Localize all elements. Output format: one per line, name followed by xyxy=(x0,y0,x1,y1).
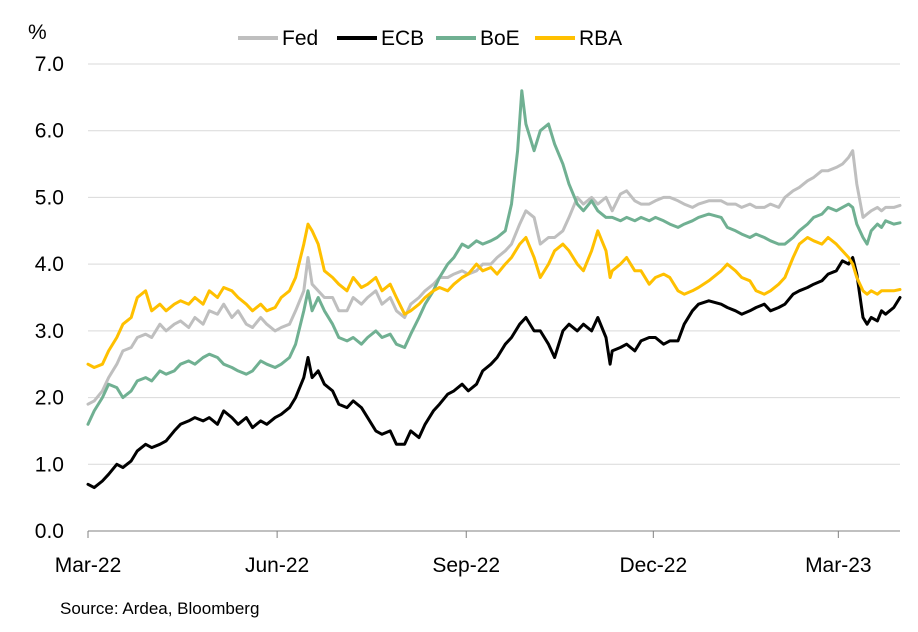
x-axis-ticks xyxy=(87,531,839,538)
series-line-boe xyxy=(86,89,902,426)
y-tick-label: 6.0 xyxy=(35,120,64,143)
y-axis-unit-label: % xyxy=(28,21,47,44)
y-tick-label: 0.0 xyxy=(35,520,64,543)
series-line-rba xyxy=(86,222,902,369)
y-tick-label: 7.0 xyxy=(35,53,64,76)
legend-label-rba: RBA xyxy=(579,27,622,50)
y-tick-label: 2.0 xyxy=(35,387,64,410)
gridlines xyxy=(88,63,900,465)
legend-label-ecb: ECB xyxy=(381,27,424,50)
y-tick-label: 4.0 xyxy=(35,253,64,276)
y-tick-label: 5.0 xyxy=(35,186,64,209)
series-line-ecb xyxy=(86,256,902,490)
x-tick-label: Mar-23 xyxy=(805,554,872,577)
y-axis-tick-labels: 0.0 1.0 2.0 3.0 4.0 5.0 6.0 7.0 xyxy=(35,53,64,543)
x-tick-label: Dec-22 xyxy=(619,554,687,577)
y-tick-label: 1.0 xyxy=(35,453,64,476)
legend: Fed ECB BoE RBA xyxy=(238,27,622,50)
y-tick-label: 3.0 xyxy=(35,320,64,343)
x-axis-tick-labels: Mar-22 Jun-22 Sep-22 Dec-22 Mar-23 xyxy=(55,554,872,577)
source-note: Source: Ardea, Bloomberg xyxy=(60,599,259,618)
series-lines xyxy=(86,89,902,490)
series-line-fed xyxy=(86,149,902,406)
x-tick-label: Sep-22 xyxy=(432,554,500,577)
legend-label-boe: BoE xyxy=(480,27,520,50)
legend-label-fed: Fed xyxy=(282,27,318,50)
x-tick-label: Mar-22 xyxy=(55,554,122,577)
x-tick-label: Jun-22 xyxy=(245,554,309,577)
